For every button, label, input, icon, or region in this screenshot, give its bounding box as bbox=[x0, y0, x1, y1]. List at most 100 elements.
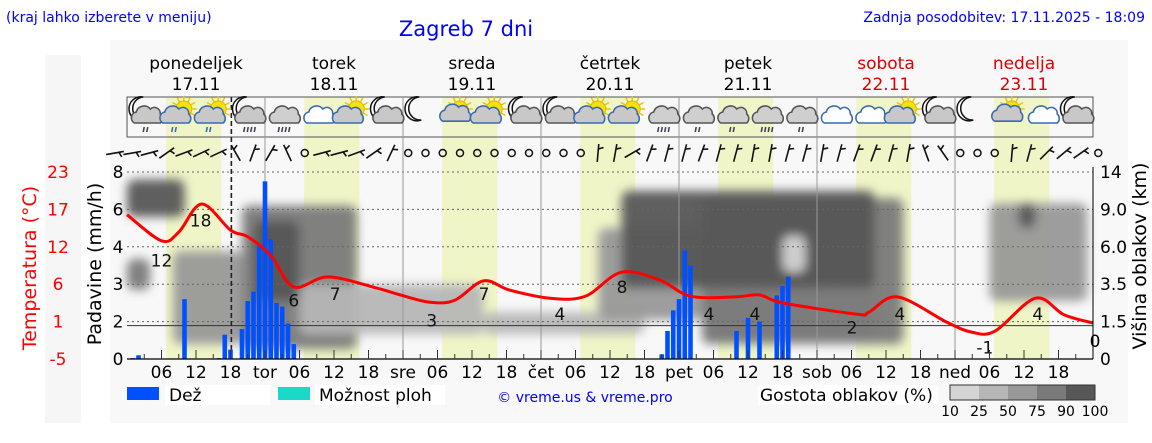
wind-barb-icon bbox=[230, 144, 241, 162]
x-tick-label: 12 bbox=[323, 363, 345, 383]
barb-shaft bbox=[365, 147, 382, 159]
precipitation-axis-title: Padavine (mm/h) bbox=[84, 183, 106, 346]
raindrop bbox=[697, 126, 701, 133]
wind-calm-icon bbox=[990, 148, 999, 158]
wind-calm-icon bbox=[576, 148, 585, 158]
wind-barb-icon bbox=[158, 147, 175, 159]
weather-icons bbox=[128, 96, 1095, 133]
barb-feather bbox=[892, 147, 898, 150]
temperature-label: 18 bbox=[190, 211, 212, 231]
density-scale-border bbox=[949, 384, 1096, 401]
barb-shaft bbox=[175, 149, 193, 157]
temperature-tick-label: 17 bbox=[47, 200, 69, 220]
density-level-label: 25 bbox=[970, 404, 988, 420]
header-hint[interactable]: (kraj lahko izberete v meniju) bbox=[6, 10, 212, 26]
cloud-height-tick-label: 0 bbox=[1100, 350, 1111, 370]
wind-barb-icon bbox=[210, 148, 227, 158]
page-title: Zagreb 7 dni bbox=[399, 17, 533, 41]
x-tick-label: 12 bbox=[1013, 363, 1035, 383]
precipitation-tick-label: 8 bbox=[113, 163, 124, 183]
cloud-icon bbox=[1027, 105, 1060, 124]
cloud-height-tick-label: 1.5 bbox=[1100, 313, 1127, 333]
x-tick-label: 06 bbox=[703, 363, 725, 383]
precipitation-tick-label: 3 bbox=[113, 275, 124, 295]
cloud-shape bbox=[234, 105, 267, 124]
barb-shaft bbox=[906, 143, 911, 163]
barb-shaft bbox=[663, 144, 671, 162]
barb-feather bbox=[342, 151, 347, 157]
legend-showers-label: Možnost ploh bbox=[319, 386, 432, 406]
cloud-shape bbox=[372, 105, 405, 124]
moon-icon bbox=[956, 96, 974, 122]
cloud-shape bbox=[1062, 105, 1095, 124]
temperature-line bbox=[126, 202, 1094, 336]
temperature-label: 4 bbox=[894, 305, 905, 325]
moon-cloud-icon bbox=[507, 96, 543, 124]
legend-showers-bg bbox=[315, 385, 445, 405]
raindrop bbox=[142, 126, 146, 133]
cloud-region bbox=[127, 258, 150, 290]
temperature-axis-title: Temperatura (°C) bbox=[19, 186, 41, 351]
raindrop bbox=[694, 126, 698, 133]
barb-shaft bbox=[330, 149, 349, 157]
precipitation-bar bbox=[245, 301, 251, 359]
wind-barb-icon bbox=[836, 144, 846, 162]
x-tick-label: čet bbox=[528, 363, 555, 383]
barb-feather bbox=[667, 147, 674, 150]
last-updated: Zadnja posodobitev: 17.11.2025 - 18:09 bbox=[863, 10, 1145, 26]
temperature-label: 8 bbox=[617, 278, 628, 298]
raindrop bbox=[663, 126, 667, 133]
x-tick-label: 18 bbox=[1048, 363, 1070, 383]
x-tick-label: 12 bbox=[875, 363, 897, 383]
temperature-label: -1 bbox=[976, 338, 993, 358]
cloud-shape bbox=[924, 105, 957, 124]
cloud-shape bbox=[439, 103, 472, 122]
x-tick-label: 06 bbox=[565, 363, 587, 383]
zero-label: 0 bbox=[1090, 332, 1101, 352]
moon-cloud-icon bbox=[921, 96, 957, 124]
wind-calm-icon bbox=[404, 148, 413, 158]
legend-rain-bg bbox=[165, 385, 270, 405]
cloud-shape bbox=[820, 105, 853, 124]
legend-density-bg bbox=[758, 385, 938, 405]
x-tick-label: 06 bbox=[289, 363, 311, 383]
raindrop bbox=[284, 126, 288, 133]
barb-shaft bbox=[697, 144, 706, 162]
cloud-height-tick-label: 6.0 bbox=[1100, 238, 1127, 258]
precipitation-bar bbox=[682, 250, 688, 359]
credit-link[interactable]: © vreme.us & vreme.pro bbox=[497, 390, 672, 406]
sun-cloud-icon bbox=[331, 96, 370, 124]
cloud-region bbox=[782, 235, 806, 273]
barb-feather bbox=[615, 147, 622, 150]
wind-barb-icon bbox=[175, 149, 193, 157]
density-level-label: 75 bbox=[1028, 404, 1046, 420]
sun-ray bbox=[901, 97, 905, 103]
temperature-label: 4 bbox=[703, 305, 714, 325]
precipitation-bar bbox=[136, 355, 141, 359]
temperature-label: 4 bbox=[1032, 305, 1043, 325]
sun-cloud-icon bbox=[469, 96, 508, 124]
wind-calm-icon bbox=[438, 148, 447, 158]
moon-crescent bbox=[956, 96, 974, 122]
cloud-height-tick-label: 3.5 bbox=[1100, 275, 1127, 295]
raindrop bbox=[732, 126, 736, 133]
wind-barb-icon bbox=[313, 149, 331, 157]
wind-calm-icon bbox=[507, 148, 516, 158]
moon-cloud-icon bbox=[542, 96, 577, 124]
precipitation-bar bbox=[688, 265, 693, 359]
day-date: 23.11 bbox=[1000, 75, 1049, 95]
density-swatch bbox=[950, 385, 979, 400]
x-tick-label: pet bbox=[665, 363, 693, 383]
wind-barb-icon bbox=[645, 144, 657, 162]
day-date: 17.11 bbox=[172, 75, 221, 95]
raindrop bbox=[280, 126, 284, 133]
day-date: 22.11 bbox=[862, 75, 911, 95]
moon-cloud-icon bbox=[1059, 96, 1095, 124]
barb-shaft bbox=[624, 147, 641, 159]
barb-feather bbox=[1012, 146, 1018, 150]
wind-barb-icon bbox=[612, 143, 622, 163]
x-tick-label: 12 bbox=[599, 363, 621, 383]
precipitation-bar bbox=[670, 310, 676, 359]
sun-ray bbox=[190, 101, 196, 106]
cloud-heavy-rain-icon bbox=[751, 105, 784, 133]
